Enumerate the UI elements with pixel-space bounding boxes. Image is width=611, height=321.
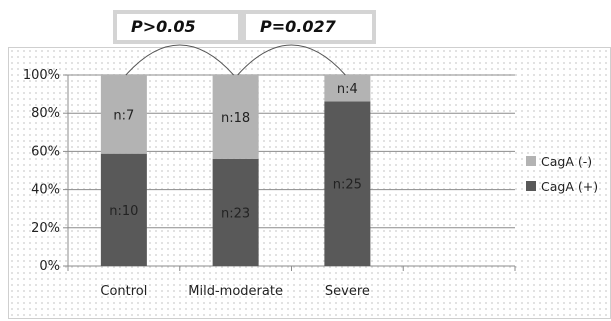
legend: CagA (-) CagA (+): [526, 154, 598, 204]
x-category-label: Severe: [325, 284, 370, 299]
y-tick-label: 80%: [31, 106, 60, 121]
bar-caga-neg: [212, 75, 259, 159]
x-category-label: Mild-moderate: [188, 284, 283, 299]
data-label-caga-pos: n:10: [109, 204, 138, 219]
data-label-caga-neg: n:7: [113, 108, 134, 123]
bar-caga-neg: [324, 75, 371, 102]
legend-label-caga-pos: CagA (+): [541, 178, 599, 194]
legend-label-caga-neg: CagA (-): [541, 153, 593, 169]
y-tick-label: 20%: [31, 221, 60, 236]
bar-caga-pos: [212, 158, 259, 266]
y-tick-label: 0%: [39, 259, 60, 274]
data-label-caga-neg: n:4: [337, 82, 358, 97]
legend-item-caga-pos: CagA (+): [526, 178, 599, 194]
legend-swatch-caga-pos: [526, 181, 536, 191]
data-label-caga-pos: n:25: [333, 178, 362, 193]
bar-caga-pos: [324, 101, 371, 266]
data-label-caga-neg: n:18: [221, 111, 250, 126]
p-value-2: P=0.027: [260, 17, 336, 36]
y-tick-label: 60%: [31, 144, 60, 159]
p-value-box-1: P>0.05: [113, 10, 242, 44]
x-category-label: Control: [100, 284, 147, 299]
bar-caga-pos: [100, 153, 147, 266]
significance-arc: [125, 44, 234, 76]
bar-caga-neg: [100, 75, 147, 154]
legend-swatch-caga-neg: [526, 156, 536, 166]
legend-item-caga-neg: CagA (-): [526, 153, 598, 169]
p-value-box-2: P=0.027: [242, 10, 376, 44]
data-label-caga-pos: n:23: [221, 206, 250, 221]
significance-arc: [237, 44, 346, 76]
y-tick-label: 40%: [31, 183, 60, 198]
y-tick-label: 100%: [23, 68, 60, 83]
p-value-1: P>0.05: [131, 17, 196, 36]
